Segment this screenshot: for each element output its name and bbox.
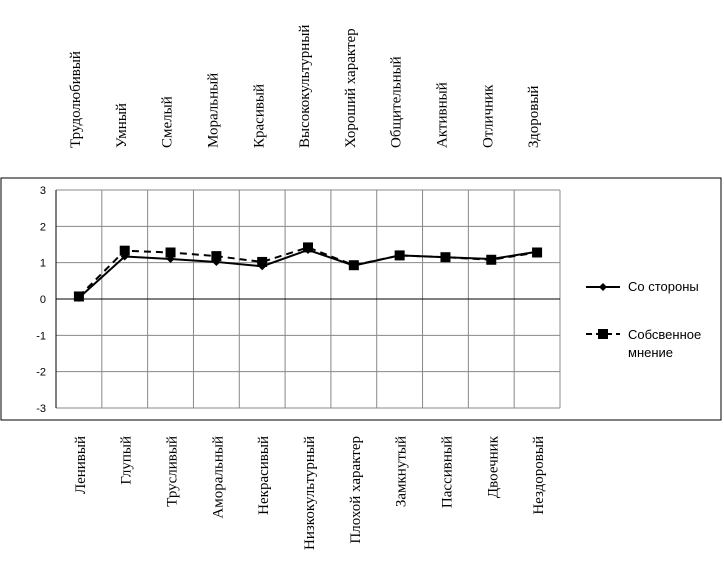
bottom-category-label: Глупый bbox=[119, 436, 135, 485]
series-2-point bbox=[119, 245, 130, 256]
top-category-label: Смелый bbox=[160, 96, 176, 148]
series-2-point bbox=[165, 247, 176, 258]
series-2-point bbox=[394, 250, 405, 261]
bottom-category-label: Нездоровый bbox=[531, 436, 547, 515]
legend-label-series-2: Собсвенное bbox=[628, 327, 701, 342]
legend-label-series-1: Со стороны bbox=[628, 279, 699, 294]
top-category-label: Здоровый bbox=[526, 86, 542, 148]
series-2-point bbox=[73, 291, 84, 302]
top-category-label: Трудолюбивый bbox=[68, 51, 84, 148]
series-2-point bbox=[257, 256, 268, 267]
top-category-label: Моральный bbox=[205, 73, 221, 148]
series-2-point bbox=[532, 247, 543, 258]
series-2-point bbox=[303, 242, 313, 253]
y-tick-label: -2 bbox=[36, 367, 46, 379]
y-tick-labels: 3 2 1 0 -1 -2 -3 bbox=[36, 185, 46, 415]
series-line-2 bbox=[78, 246, 538, 298]
top-category-label: Красивый bbox=[251, 84, 267, 148]
plot-frame bbox=[0, 177, 722, 421]
y-tick-label: 0 bbox=[40, 294, 46, 306]
top-category-label: Хороший характер bbox=[343, 28, 359, 148]
y-tick-label: -1 bbox=[36, 330, 46, 342]
series-2-point bbox=[211, 251, 222, 262]
series-1-point bbox=[166, 255, 175, 264]
legend-label-series-2-extra: мнение bbox=[628, 345, 673, 360]
top-category-label: Общительный bbox=[389, 56, 405, 148]
bottom-category-label: Пассивный bbox=[439, 436, 455, 508]
top-category-label: Активный bbox=[435, 82, 451, 148]
top-category-label: Высококультурный bbox=[297, 25, 313, 148]
legend-square-icon bbox=[598, 329, 608, 339]
legend: Со стороны Собсвенное мнение bbox=[586, 279, 701, 360]
y-tick-label: -3 bbox=[36, 403, 46, 415]
series-2-point bbox=[440, 252, 451, 263]
bottom-category-label: Двоечник bbox=[485, 435, 501, 498]
legend-diamond-icon bbox=[599, 283, 607, 291]
bottom-category-label: Некрасивый bbox=[256, 436, 272, 515]
bottom-category-label: Замкнутый bbox=[394, 436, 410, 507]
top-category-label: Умный bbox=[114, 103, 130, 148]
axes bbox=[55, 190, 560, 408]
top-category-label: Отличник bbox=[480, 84, 496, 148]
series-2-point bbox=[348, 260, 359, 271]
bottom-category-labels: Ленивый Глупый Трусливый Аморальный Некрасив… bbox=[73, 435, 547, 550]
bottom-category-label: Трусливый bbox=[165, 436, 181, 507]
bottom-category-label: Низкокультурный bbox=[302, 436, 318, 550]
bottom-category-label: Аморальный bbox=[210, 436, 226, 519]
bottom-category-label: Ленивый bbox=[73, 436, 89, 494]
series-2-point bbox=[486, 254, 497, 265]
series-markers bbox=[73, 242, 543, 302]
y-tick-label: 3 bbox=[40, 185, 46, 197]
y-tick-label: 1 bbox=[40, 258, 46, 270]
top-category-labels: Трудолюбивый Умный Смелый Моральный Красивый… bbox=[68, 25, 542, 148]
gridlines bbox=[55, 189, 561, 409]
bottom-category-label: Плохой характер bbox=[348, 436, 364, 544]
y-tick-label: 2 bbox=[40, 221, 46, 233]
